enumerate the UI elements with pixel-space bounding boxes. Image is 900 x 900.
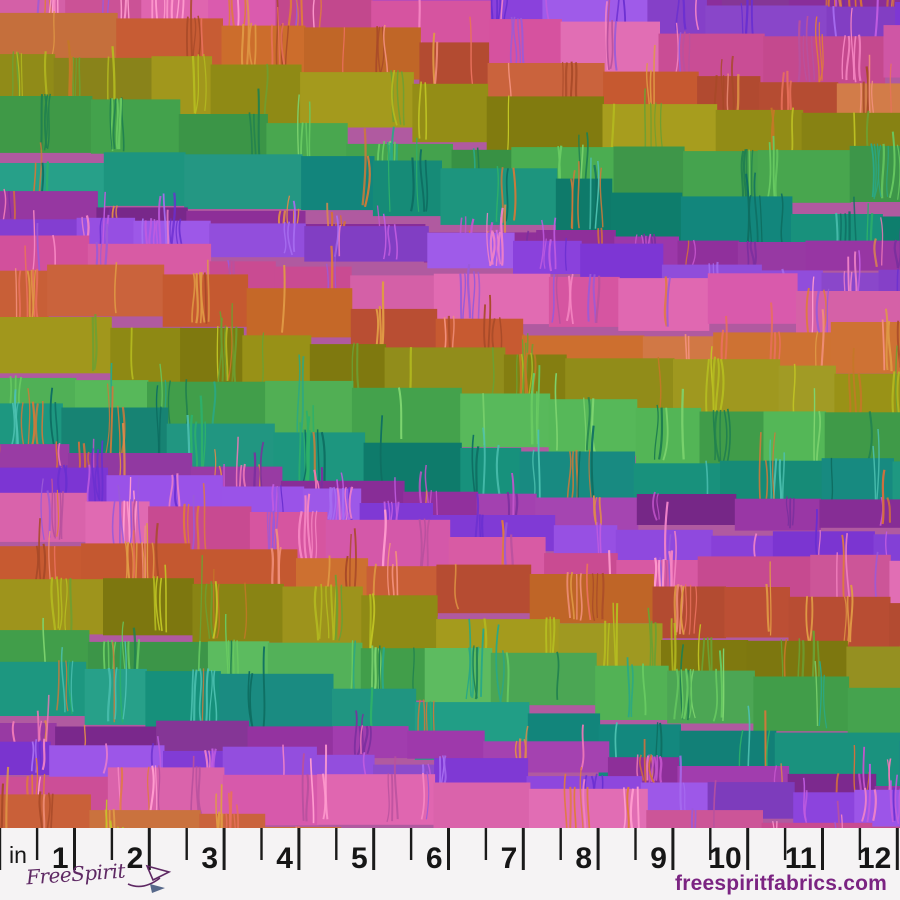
svg-text:4: 4 bbox=[276, 842, 293, 875]
svg-text:2: 2 bbox=[127, 842, 144, 875]
svg-text:10: 10 bbox=[708, 842, 741, 875]
svg-text:11: 11 bbox=[785, 842, 817, 875]
svg-text:7: 7 bbox=[501, 842, 518, 875]
svg-text:1: 1 bbox=[52, 842, 69, 875]
freespirit-logo: FreeSpirit bbox=[25, 858, 173, 895]
svg-text:8: 8 bbox=[575, 842, 592, 875]
ruler-unit-label: in bbox=[9, 842, 27, 868]
ruler-ticks: 1 2 3 4 5 6 7 8 9 10 11 12 bbox=[0, 828, 900, 900]
svg-text:5: 5 bbox=[351, 842, 368, 875]
logo-text: FreeSpirit bbox=[25, 858, 126, 890]
svg-text:3: 3 bbox=[201, 842, 218, 875]
svg-text:12: 12 bbox=[858, 842, 891, 875]
svg-text:9: 9 bbox=[650, 842, 667, 875]
ruler-bar: 1 2 3 4 5 6 7 8 9 10 11 12 in FreeSpirit freespirit… bbox=[0, 828, 900, 900]
paper-plane-icon bbox=[127, 864, 172, 893]
fabric-swatch bbox=[0, 0, 900, 828]
svg-text:6: 6 bbox=[426, 842, 443, 875]
website-url: freespiritfabrics.com bbox=[675, 872, 887, 895]
